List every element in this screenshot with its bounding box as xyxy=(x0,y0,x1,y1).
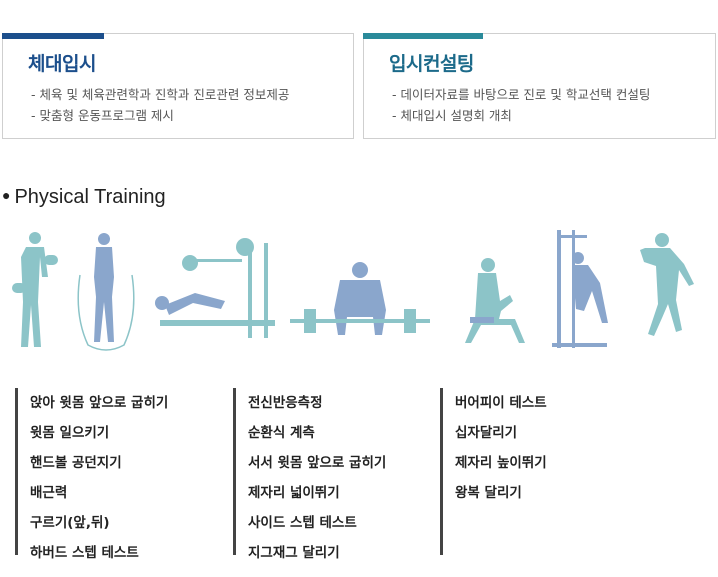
exercise-illustrations xyxy=(12,230,694,351)
list-item: 십자달리기 xyxy=(455,425,518,441)
list-item: 왕복 달리기 xyxy=(455,485,522,501)
seated-curl-figure-icon xyxy=(465,258,525,343)
card-list-item: 맞춤형 운동프로그램 제시 xyxy=(31,105,289,126)
card-accent-bar xyxy=(2,33,104,39)
card-list-item: 데이터자료를 바탕으로 진로 및 학교선택 컨설팅 xyxy=(392,84,650,105)
list-item: 서서 윗몸 앞으로 굽히기 xyxy=(248,455,387,471)
bullet-icon: ● xyxy=(2,187,11,203)
list-item: 순환식 계측 xyxy=(248,425,315,441)
test-list-column-3: 버어피이 테스트 십자달리기 제자리 높이뛰기 왕복 달리기 xyxy=(440,388,547,555)
dumbbell-curl-figure-icon xyxy=(12,232,58,347)
test-list-column-1: 앉아 윗몸 앞으로 굽히기 윗몸 일으키기 핸드볼 공던지기 배근력 구르기(앞… xyxy=(15,388,169,561)
card-admission-consulting: 입시컨설팅 데이터자료를 바탕으로 진로 및 학교선택 컨설팅 체대입시 설명회… xyxy=(363,33,716,139)
deadlift-figure-icon xyxy=(290,262,430,335)
section-title: ● Physical Training xyxy=(2,186,166,209)
section-title-text: Physical Training xyxy=(14,186,166,208)
list-item: 제자리 높이뛰기 xyxy=(455,455,547,471)
card-accent-bar xyxy=(363,33,483,39)
pullup-station-figure-icon xyxy=(552,230,608,348)
card-title: 입시컨설팅 xyxy=(389,53,474,75)
list-item: 사이드 스텝 테스트 xyxy=(248,515,357,531)
list-item: 구르기(앞,뒤) xyxy=(30,515,110,531)
list-item: 버어피이 테스트 xyxy=(455,395,547,411)
card-list-item: 체육 및 체육관련학과 진학과 진로관련 정보제공 xyxy=(31,84,289,105)
list-item: 지그재그 달리기 xyxy=(248,545,340,561)
list-item: 하버드 스텝 테스트 xyxy=(30,545,139,561)
card-list: 데이터자료를 바탕으로 진로 및 학교선택 컨설팅 체대입시 설명회 개최 xyxy=(392,84,650,126)
bench-press-figure-icon xyxy=(155,238,275,338)
list-item: 배근력 xyxy=(30,485,68,501)
list-item: 제자리 넓이뛰기 xyxy=(248,485,340,501)
list-item: 핸드볼 공던지기 xyxy=(30,455,122,471)
test-list-column-2: 전신반응측정 순환식 계측 서서 윗몸 앞으로 굽히기 제자리 넓이뛰기 사이드… xyxy=(233,388,387,561)
card-title: 체대입시 xyxy=(28,53,96,75)
jump-rope-figure-icon xyxy=(77,233,135,351)
card-list-item: 체대입시 설명회 개최 xyxy=(392,105,650,126)
list-item: 윗몸 일으키기 xyxy=(30,425,110,441)
runner-figure-icon xyxy=(640,233,694,336)
card-sports-admission: 체대입시 체육 및 체육관련학과 진학과 진로관련 정보제공 맞춤형 운동프로그… xyxy=(2,33,354,139)
card-list: 체육 및 체육관련학과 진학과 진로관련 정보제공 맞춤형 운동프로그램 제시 xyxy=(31,84,289,126)
list-item: 전신반응측정 xyxy=(248,395,323,411)
list-item: 앉아 윗몸 앞으로 굽히기 xyxy=(30,395,169,411)
